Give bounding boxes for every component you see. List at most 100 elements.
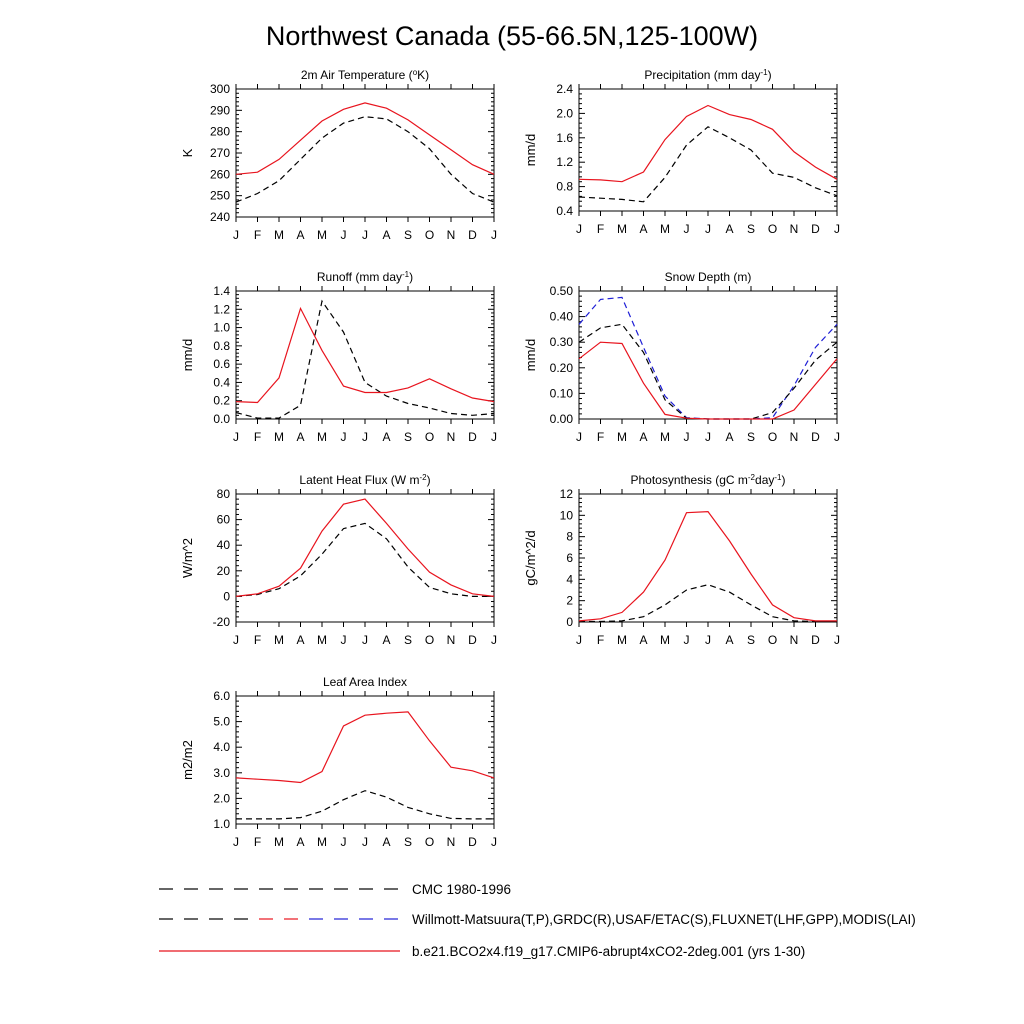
title-part: ) <box>782 473 786 487</box>
x-tick-label: J <box>834 633 840 647</box>
x-tick-label: M <box>317 633 327 647</box>
x-tick-label: F <box>597 430 604 444</box>
x-tick-label: O <box>425 228 434 242</box>
series-line-model <box>235 498 495 597</box>
x-tick-label: F <box>597 222 604 236</box>
x-tick-label: J <box>684 222 690 236</box>
x-tick-label: J <box>233 430 239 444</box>
y-axis-label: mm/d <box>523 134 538 167</box>
x-tick-label: J <box>684 633 690 647</box>
x-tick-label: S <box>747 430 755 444</box>
y-tick-label: 1.2 <box>556 155 573 169</box>
x-tick-label: J <box>233 633 239 647</box>
x-tick-label: O <box>425 835 434 849</box>
panel-title: Leaf Area Index <box>323 675 407 689</box>
figure-title: Northwest Canada (55-66.5N,125-100W) <box>266 21 758 51</box>
y-tick-label: 2.0 <box>213 791 230 805</box>
panel-title: 2m Air Temperature (oK) <box>301 68 429 83</box>
x-tick-label: M <box>660 430 670 444</box>
panel-title: Precipitation (mm day-1) <box>644 68 771 83</box>
x-tick-label: J <box>362 430 368 444</box>
y-tick-label: 0 <box>566 615 573 629</box>
y-axis-label: mm/d <box>180 339 195 372</box>
y-tick-label: 2.0 <box>556 106 573 120</box>
title-part: Photosynthesis (gC m <box>631 473 748 487</box>
legend-item-1: CMC 1980-1996 <box>159 882 511 897</box>
x-tick-label: A <box>382 228 390 242</box>
y-tick-label: 20 <box>217 564 231 578</box>
x-tick-label: M <box>660 222 670 236</box>
x-tick-label: A <box>296 835 304 849</box>
x-tick-label: A <box>639 430 647 444</box>
x-tick-label: J <box>705 222 711 236</box>
y-axis-label: K <box>180 148 195 157</box>
y-tick-label: 0.8 <box>556 180 573 194</box>
x-tick-label: J <box>341 430 347 444</box>
panel-2: 0.40.81.21.62.02.4J F M A M J J A S O N D JPrecipita… <box>523 68 840 237</box>
legend: CMC 1980-1996 Willmott-Matsuura(T,P),GRDC… <box>159 882 916 959</box>
x-tick-label: D <box>468 633 477 647</box>
x-tick-label: N <box>447 835 456 849</box>
x-tick-label: J <box>684 430 690 444</box>
x-tick-label: N <box>447 633 456 647</box>
x-tick-label: J <box>491 835 497 849</box>
series-line-cmc-1980-1996 <box>235 116 495 203</box>
series-line-model <box>235 102 495 175</box>
y-tick-label: 6 <box>566 551 573 565</box>
y-tick-label: 5.0 <box>213 715 230 729</box>
y-tick-label: 0.10 <box>550 386 574 400</box>
x-tick-label: J <box>362 228 368 242</box>
title-superscript: -1 <box>774 473 782 482</box>
title-part: Leaf Area Index <box>323 675 407 689</box>
x-tick-label: F <box>254 430 261 444</box>
x-tick-label: M <box>274 835 284 849</box>
x-tick-label: J <box>576 633 582 647</box>
x-tick-label: J <box>233 228 239 242</box>
y-tick-label: 12 <box>560 487 574 501</box>
x-tick-label: D <box>468 228 477 242</box>
y-tick-label: 8 <box>566 530 573 544</box>
x-tick-label: J <box>491 228 497 242</box>
series-line-willmott-matsuura <box>578 126 838 203</box>
panel-title: Runoff (mm day-1) <box>317 270 413 285</box>
y-tick-label: 240 <box>210 210 230 224</box>
x-tick-label: N <box>790 430 799 444</box>
legend-item-3: b.e21.BCO2x4.f19_g17.CMIP6-abrupt4xCO2-2… <box>159 944 805 959</box>
plot-frame <box>578 493 838 623</box>
title-superscript: -1 <box>760 68 768 77</box>
x-tick-label: D <box>468 835 477 849</box>
y-tick-label: 6.0 <box>213 689 230 703</box>
plot-frame <box>235 290 495 420</box>
x-tick-label: J <box>705 430 711 444</box>
plot-frame <box>578 88 838 212</box>
x-tick-label: D <box>468 430 477 444</box>
x-tick-label: A <box>725 633 733 647</box>
x-tick-label: J <box>362 835 368 849</box>
x-tick-label: F <box>254 633 261 647</box>
legend-label: b.e21.BCO2x4.f19_g17.CMIP6-abrupt4xCO2-2… <box>412 944 805 959</box>
x-tick-label: F <box>254 228 261 242</box>
y-axis-label: gC/m^2/d <box>523 530 538 585</box>
y-tick-label: 0.4 <box>556 204 573 218</box>
x-tick-label: J <box>341 633 347 647</box>
y-tick-label: 0.50 <box>550 284 574 298</box>
x-tick-label: A <box>639 222 647 236</box>
title-part: K) <box>417 68 429 82</box>
x-tick-label: A <box>382 835 390 849</box>
y-tick-label: 300 <box>210 82 230 96</box>
x-tick-label: M <box>317 430 327 444</box>
y-tick-label: 0 <box>223 589 230 603</box>
x-tick-label: J <box>233 835 239 849</box>
panel-4: 0.000.100.200.300.400.50J F M A M J J A S O N D JSno… <box>523 270 840 444</box>
x-tick-label: A <box>382 430 390 444</box>
title-part: ) <box>768 68 772 82</box>
x-tick-label: S <box>747 633 755 647</box>
title-superscript: o <box>413 68 418 77</box>
y-tick-label: 0.6 <box>213 357 230 371</box>
x-tick-label: J <box>576 430 582 444</box>
y-tick-label: 2 <box>566 594 573 608</box>
x-tick-label: A <box>725 222 733 236</box>
